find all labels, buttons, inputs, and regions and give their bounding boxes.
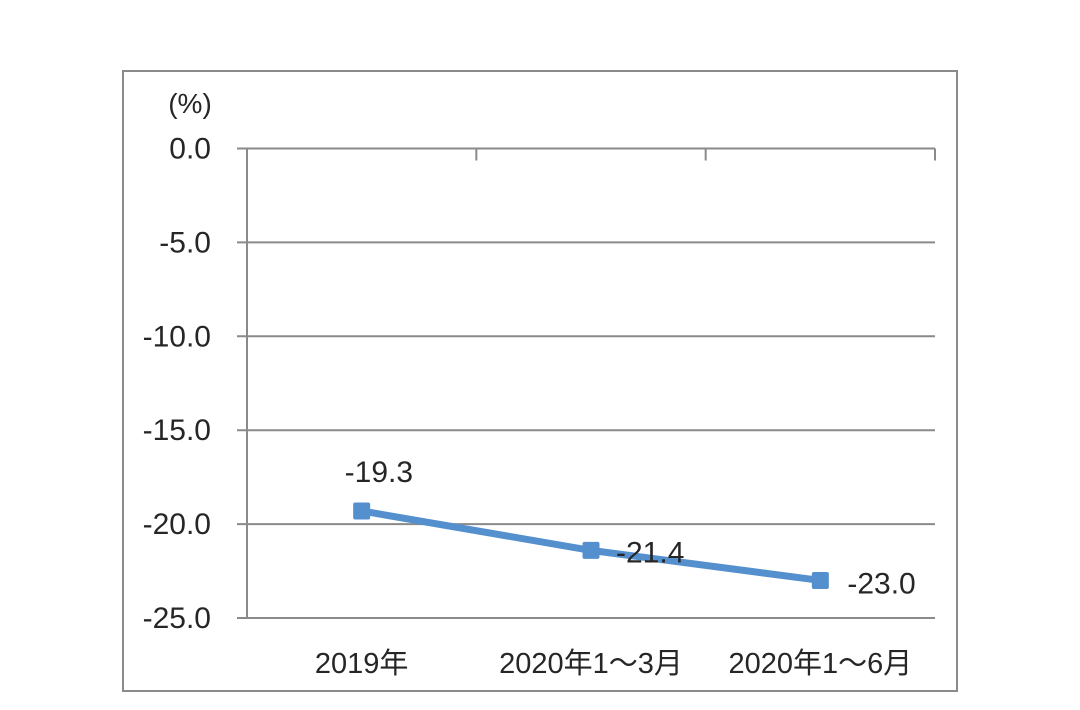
y-tick-label: -20.0 xyxy=(143,508,211,541)
y-tick-label: -5.0 xyxy=(159,226,211,259)
x-category-label: 2020年1～6月 xyxy=(728,647,912,680)
data-label: -19.3 xyxy=(345,456,413,489)
y-axis-unit-label: (%) xyxy=(168,88,212,119)
data-point-marker xyxy=(582,541,600,559)
y-tick-label: 0.0 xyxy=(169,133,211,166)
x-category-label: 2020年1～3月 xyxy=(499,647,683,680)
y-tick-label: -15.0 xyxy=(143,414,211,447)
data-point-marker xyxy=(811,571,829,589)
y-tick-label: -25.0 xyxy=(143,602,211,635)
data-label: -21.4 xyxy=(616,536,684,569)
data-label: -23.0 xyxy=(847,567,915,600)
data-point-marker xyxy=(353,502,371,520)
x-category-label: 2019年 xyxy=(315,647,409,680)
y-tick-label: -10.0 xyxy=(143,320,211,353)
